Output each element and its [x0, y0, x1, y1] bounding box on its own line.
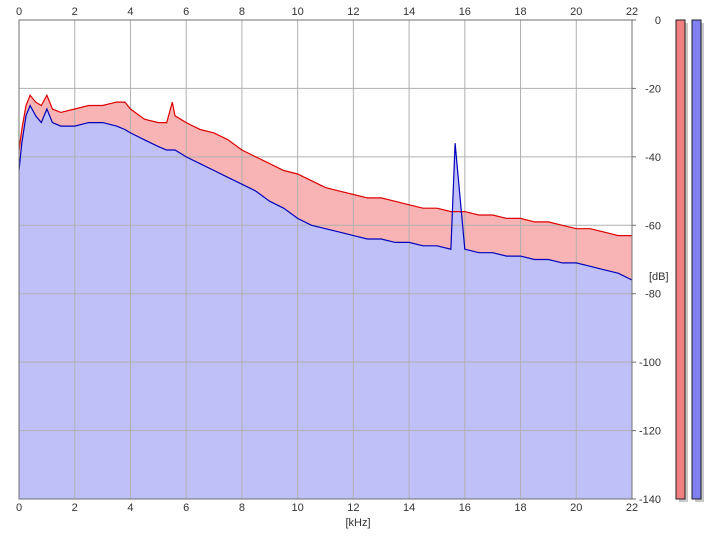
- series-line-0: [18, 93, 632, 237]
- x-axis-label: [kHz]: [345, 517, 370, 529]
- x-axis-bottom: 0 2 4 6 8 10 12 14 16 18 20 22: [16, 502, 638, 514]
- x-tick-label-bottom: 2: [72, 502, 78, 514]
- x-tick-label-bottom: 10: [292, 502, 304, 514]
- x-tick-label-bottom: 18: [514, 502, 526, 514]
- x-tick-label-top: 8: [239, 6, 245, 18]
- spectrum-lines: [18, 93, 633, 281]
- y-tick-label: -40: [645, 152, 661, 164]
- x-tick-label-top: 12: [347, 6, 359, 18]
- x-tick-label-top: 14: [403, 6, 415, 18]
- x-tick-label-bottom: 4: [127, 502, 133, 514]
- x-tick-label-bottom: 16: [459, 502, 471, 514]
- y-tick-label: -60: [645, 220, 661, 232]
- x-tick-label-bottom: 22: [626, 502, 638, 514]
- x-tick-label-top: 6: [183, 6, 189, 18]
- x-tick-label-top: 0: [16, 6, 22, 18]
- plot-border: [18, 19, 633, 500]
- x-tick-label-top: 10: [292, 6, 304, 18]
- y-tick-label: -20: [645, 83, 661, 95]
- y-axis: 0 -20 -40 -60 -80 -100 -120 -140: [632, 15, 661, 506]
- level-meter-0: [675, 19, 686, 500]
- series-line-1: [18, 104, 633, 281]
- y-tick-label: -120: [639, 426, 661, 438]
- series-area-1: [19, 105, 632, 499]
- plot-frame: [18, 19, 633, 500]
- x-tick-label-top: 20: [570, 6, 582, 18]
- x-tick-label-top: 22: [626, 6, 638, 18]
- x-tick-label-top: 4: [127, 6, 133, 18]
- x-tick-label-top: 18: [514, 6, 526, 18]
- y-tick-label: -80: [645, 289, 661, 301]
- y-tick-label: -100: [639, 357, 661, 369]
- y-axis-label: [dB]: [649, 271, 669, 283]
- x-axis-top: 0 2 4 6 8 10 12 14 16 18 20 22: [16, 6, 638, 18]
- x-tick-label-bottom: 6: [183, 502, 189, 514]
- spectrum-areas: [19, 95, 632, 500]
- x-tick-label-top: 16: [459, 6, 471, 18]
- level-meters: [675, 19, 704, 502]
- x-tick-label-bottom: 14: [403, 502, 415, 514]
- x-tick-label-top: 2: [72, 6, 78, 18]
- y-tick-label: -140: [639, 494, 661, 506]
- y-tick-label: 0: [655, 15, 661, 27]
- x-tick-label-bottom: 12: [347, 502, 359, 514]
- x-tick-label-bottom: 0: [16, 502, 22, 514]
- x-tick-label-bottom: 8: [239, 502, 245, 514]
- x-tick-label-bottom: 20: [570, 502, 582, 514]
- level-meter-1: [691, 19, 702, 500]
